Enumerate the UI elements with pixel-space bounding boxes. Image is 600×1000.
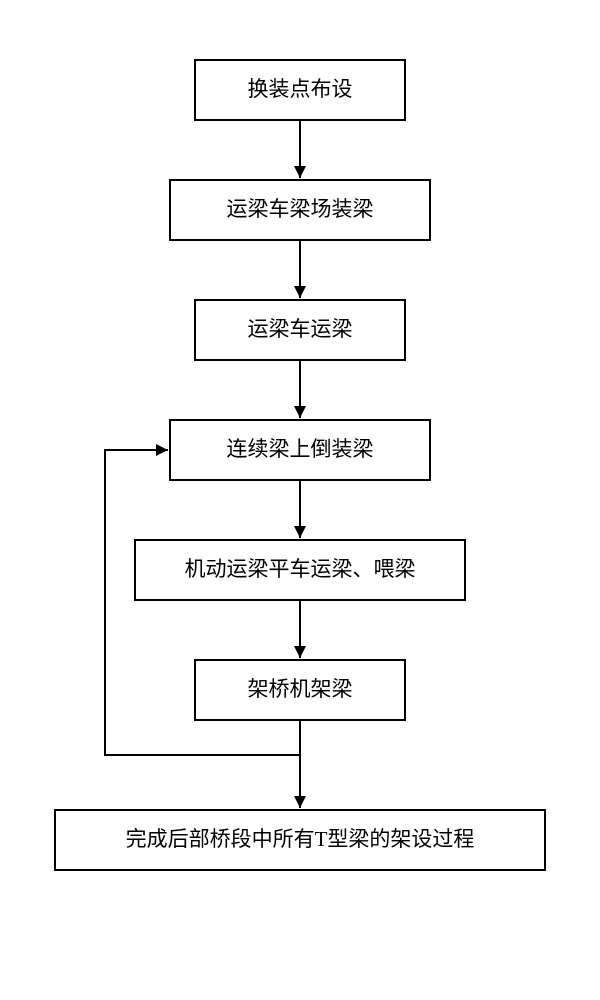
flow-label: 完成后部桥段中所有T型梁的架设过程 xyxy=(126,827,475,851)
flow-label: 架桥机架梁 xyxy=(248,677,353,701)
flow-label: 机动运梁平车运梁、喂梁 xyxy=(185,557,416,581)
flow-node-n5: 机动运梁平车运梁、喂梁 xyxy=(135,540,465,600)
flow-node-n3: 运梁车运梁 xyxy=(195,300,405,360)
flow-node-n4: 连续梁上倒装梁 xyxy=(170,420,430,480)
flow-node-n7: 完成后部桥段中所有T型梁的架设过程 xyxy=(55,810,545,870)
flow-node-n6: 架桥机架梁 xyxy=(195,660,405,720)
flow-label: 运梁车运梁 xyxy=(248,317,353,341)
flow-label: 运梁车梁场装梁 xyxy=(227,197,374,221)
flow-label: 换装点布设 xyxy=(248,77,353,101)
flow-node-n1: 换装点布设 xyxy=(195,60,405,120)
flow-label: 连续梁上倒装梁 xyxy=(227,437,374,461)
flow-node-n2: 运梁车梁场装梁 xyxy=(170,180,430,240)
